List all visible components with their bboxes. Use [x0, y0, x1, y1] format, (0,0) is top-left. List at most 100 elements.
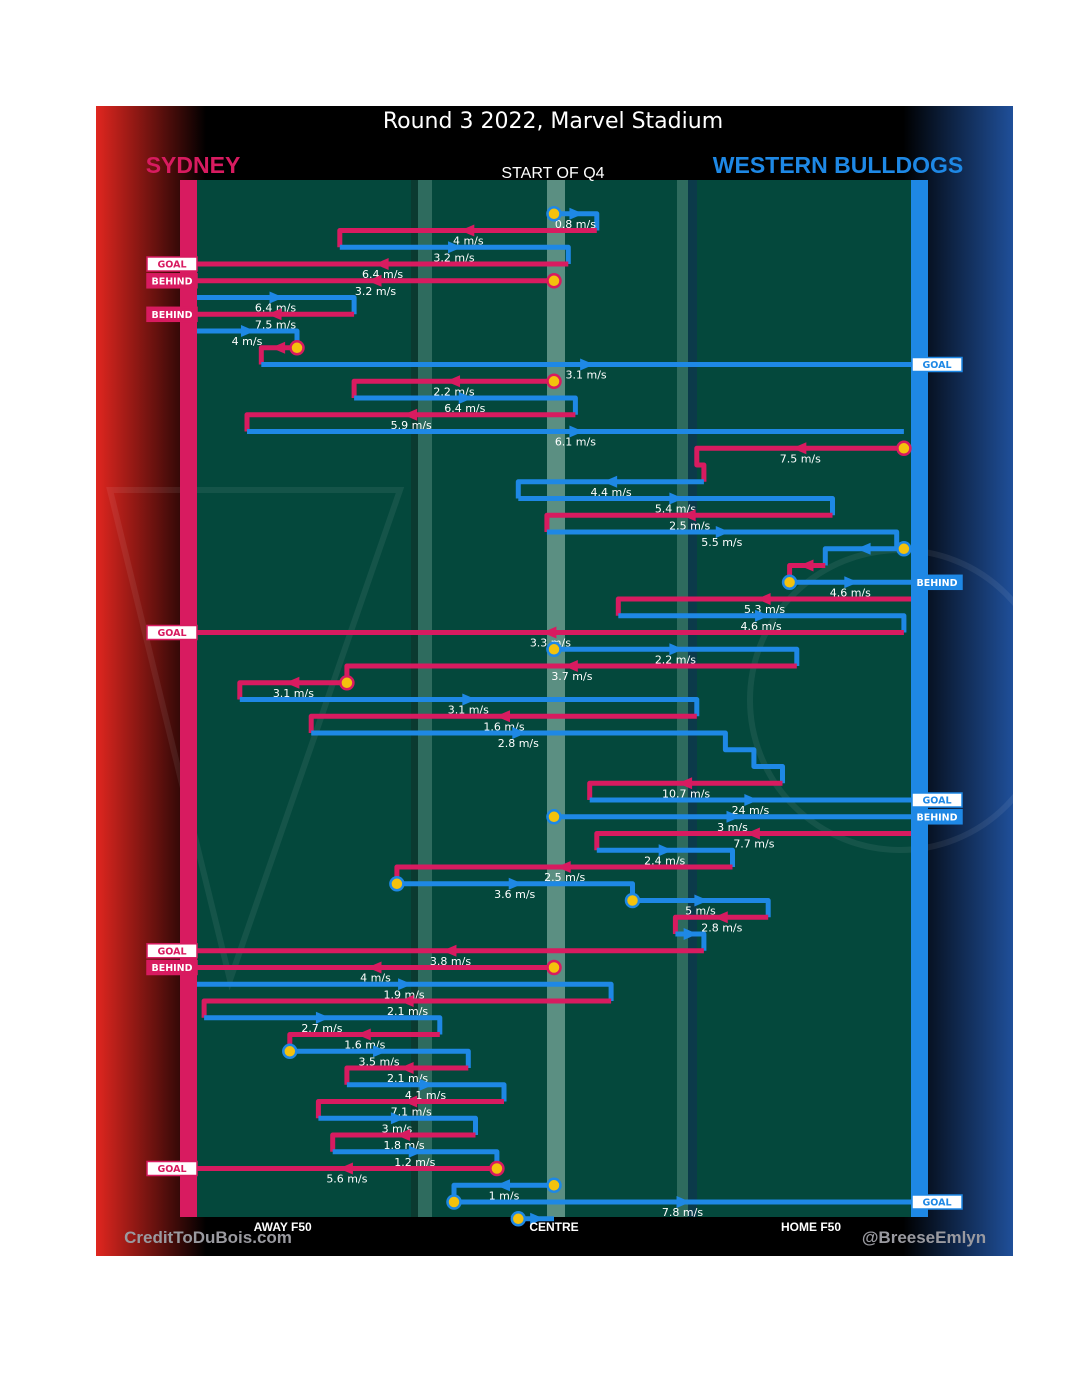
speed-label: 2.1 m/s — [387, 1005, 428, 1018]
chain-arrow — [678, 777, 693, 790]
behind-badge — [911, 574, 963, 591]
speed-label: 3.1 m/s — [566, 369, 607, 382]
chain-line-bul — [289, 1048, 471, 1068]
stoppage-marker — [489, 1160, 505, 1177]
stoppage-marker — [546, 273, 562, 289]
speed-label: 3.2 m/s — [433, 251, 474, 264]
speed-label: 5 m/s — [685, 905, 716, 918]
goal-badge-label: GOAL — [157, 628, 186, 639]
chain-arrow — [267, 308, 282, 321]
chain-arrow — [398, 978, 413, 991]
chain-line-bul — [346, 1082, 507, 1102]
stoppage-marker — [546, 1177, 562, 1194]
chain-line-bul — [197, 295, 357, 315]
goal-badge-label: GOAL — [157, 1164, 186, 1175]
chain-arrow — [745, 827, 760, 840]
chain-arrow — [373, 1045, 388, 1058]
speed-label: 2.4 m/s — [644, 854, 685, 867]
chain-arrow — [563, 660, 578, 672]
speed-label: 3.2 m/s — [355, 285, 396, 298]
chain-arrow — [669, 492, 684, 505]
chain-arrow — [399, 995, 414, 1007]
chain-arrow — [338, 1162, 353, 1175]
stoppage-marker — [510, 1211, 527, 1227]
chain-arrow — [799, 559, 814, 572]
chain-line-syd — [615, 596, 911, 616]
stoppage-marker — [339, 675, 355, 691]
chain-arrow — [676, 1196, 691, 1208]
chain-arrow — [240, 325, 255, 337]
chain-arrow — [755, 609, 770, 622]
chain-arrow — [356, 1028, 371, 1041]
behind-badge-label: BEHIND — [916, 812, 957, 823]
chain-arrow — [756, 593, 771, 605]
speed-label: 4 m/s — [360, 972, 391, 985]
stoppage-marker — [546, 809, 562, 825]
chain-line-bul — [554, 211, 600, 231]
behind-badge-label: BEHIND — [916, 578, 957, 589]
stoppage-marker — [896, 440, 912, 457]
stoppage-marker — [546, 373, 562, 390]
chain-line-bul — [618, 613, 907, 633]
chain-line-bul — [204, 1015, 443, 1035]
chain-line-syd — [244, 412, 576, 432]
speed-label: 2.1 m/s — [387, 1072, 428, 1085]
axis-tick-label: HOME F50 — [781, 1220, 841, 1234]
speed-label: 3.7 m/s — [551, 670, 592, 683]
stoppage-marker — [546, 641, 562, 658]
chain-arrow — [446, 375, 461, 388]
speed-label: 4.6 m/s — [741, 620, 782, 633]
chain-arrow — [713, 911, 728, 924]
behind-badge-label: BEHIND — [151, 310, 192, 321]
behind-badge — [146, 959, 198, 976]
possession-chains: 0.8 m/s 4 m/s 3.2 m/s 6.4 m/s GOAL 3.2 m/s BEH… — [146, 206, 963, 1227]
speed-label: 6.4 m/s — [255, 302, 296, 315]
speed-label: 24 m/s — [732, 804, 770, 817]
speed-label: 3.1 m/s — [448, 704, 489, 717]
x-axis-labels: AWAY F50 CENTRE HOME F50 — [254, 1220, 842, 1234]
chain-arrow — [669, 643, 684, 656]
chain-arrow — [512, 727, 527, 739]
chain-arrow — [508, 877, 523, 890]
stoppage-marker — [446, 1194, 462, 1210]
chain-line-bul — [554, 646, 800, 666]
goal-badge — [911, 1194, 963, 1210]
speed-label: 2.5 m/s — [669, 519, 710, 532]
chain-arrow — [269, 291, 284, 304]
chain-line-bul — [311, 730, 785, 784]
chain-arrow — [403, 408, 418, 421]
chain-line-syd — [344, 1065, 469, 1085]
chain-arrow — [403, 1095, 418, 1108]
speed-label: 3.5 m/s — [359, 1055, 400, 1068]
speed-label: 5.3 m/s — [744, 603, 785, 616]
chain-arrow — [856, 542, 871, 555]
chain-arrow — [271, 341, 286, 354]
chain-line-bul — [632, 898, 771, 918]
goal-badge-label: GOAL — [922, 360, 951, 371]
chain-arrow — [408, 1145, 423, 1158]
chain-arrow — [715, 526, 730, 538]
speed-label: 1 m/s — [489, 1189, 520, 1202]
stoppage-marker — [389, 876, 405, 892]
behind-badge-label: BEHIND — [151, 276, 192, 287]
chain-arrow — [396, 1129, 411, 1141]
quarter-label: START OF Q4 — [501, 165, 604, 182]
chain-line-syd — [237, 680, 347, 700]
chain-arrow — [580, 358, 595, 371]
chain-line-bul — [318, 1115, 478, 1135]
speed-label: 2.8 m/s — [701, 921, 742, 934]
chain-line-bul — [239, 697, 700, 717]
axis-tick-label: AWAY F50 — [254, 1220, 312, 1234]
chain-line-syd — [351, 378, 554, 398]
chain-arrow — [496, 710, 511, 723]
speed-label: 7.5 m/s — [255, 318, 296, 331]
chain-arrow — [530, 1212, 545, 1225]
speed-label: 0.8 m/s — [555, 218, 596, 231]
speed-label: 5.6 m/s — [326, 1173, 367, 1186]
credit-right: @BreeseEmlyn — [862, 1228, 986, 1247]
goal-badge-label: GOAL — [157, 260, 186, 271]
speed-label: 4.6 m/s — [830, 586, 871, 599]
chain-line-syd — [201, 998, 612, 1018]
chain-arrow — [603, 475, 618, 488]
chain-arrow — [542, 626, 557, 639]
